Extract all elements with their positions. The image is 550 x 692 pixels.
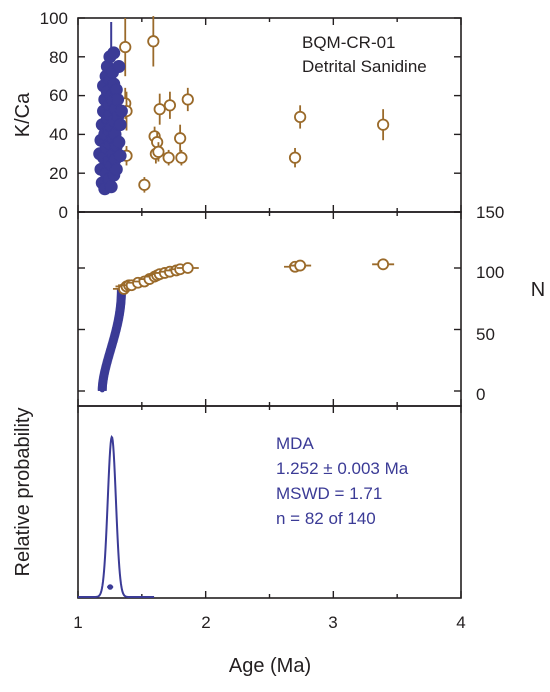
middle-accepted-points xyxy=(97,287,126,393)
xtick-label: 1 xyxy=(73,613,82,632)
middle-ytick-label: 50 xyxy=(476,325,495,344)
xtick-label: 3 xyxy=(328,613,337,632)
top-accepted-points xyxy=(93,22,128,196)
rejected-point xyxy=(377,118,390,131)
middle-ytick-label: 0 xyxy=(476,385,485,404)
rejected-point xyxy=(175,151,188,164)
probability-peak xyxy=(78,434,155,598)
accepted-point xyxy=(107,46,121,60)
xlabel: Age (Ma) xyxy=(229,655,311,677)
cumulative-rejected-point xyxy=(294,259,307,272)
accepted-point xyxy=(111,92,125,106)
rejected-point xyxy=(294,110,307,124)
probability-curve xyxy=(78,434,155,598)
rejected-point xyxy=(147,35,160,48)
rejected-point xyxy=(119,40,132,54)
rejected-point xyxy=(153,103,166,116)
rejected-point xyxy=(152,145,165,158)
xtick-label: 4 xyxy=(456,613,465,632)
middle-ytick-label: 100 xyxy=(476,263,504,282)
middle-ylabel: N xyxy=(531,279,545,301)
top-ytick-label: 80 xyxy=(49,48,68,67)
rejected-point xyxy=(181,93,194,106)
accepted-point xyxy=(109,162,123,176)
accepted-point xyxy=(112,60,126,73)
accepted-point xyxy=(114,104,128,118)
xtick-label: 2 xyxy=(201,613,210,632)
mda-age: 1.252 ± 0.003 Ma xyxy=(276,459,409,478)
top-ytick-label: 0 xyxy=(59,203,68,222)
rejected-point xyxy=(288,151,302,164)
top-ytick-label: 20 xyxy=(49,164,68,183)
rejected-point xyxy=(151,136,164,149)
bottom-panel-frame xyxy=(77,405,462,599)
mda-marker xyxy=(107,584,113,590)
accepted-point xyxy=(104,180,118,194)
cumulative-rejected-point xyxy=(377,258,390,271)
accepted-point xyxy=(113,118,127,132)
top-ytick-label: 60 xyxy=(49,86,68,105)
top-panel-frame xyxy=(77,17,462,213)
middle-rejected-points xyxy=(112,258,395,295)
top-ytick-label: 100 xyxy=(40,9,68,28)
rejected-point xyxy=(174,132,187,145)
middle-panel-frame xyxy=(77,211,462,407)
mda-label: MDA xyxy=(276,434,314,453)
bottom-ylabel: Relative probability xyxy=(12,408,34,577)
rejected-point xyxy=(163,99,177,112)
sample-name: BQM-CR-01 xyxy=(302,33,396,52)
accepted-point xyxy=(112,135,126,149)
accepted-point xyxy=(113,149,127,163)
rejected-point xyxy=(138,178,151,191)
rejected-point xyxy=(162,151,175,164)
axis-ticks xyxy=(77,17,462,598)
top-ytick-label: 40 xyxy=(49,125,68,144)
sample-material: Detrital Sanidine xyxy=(302,57,427,76)
middle-ytick-label: 150 xyxy=(476,203,504,222)
cumulative-rejected-point xyxy=(181,262,194,274)
mda-n: n = 82 of 140 xyxy=(276,509,376,528)
top-ylabel: K/Ca xyxy=(12,92,34,137)
mda-mswd: MSWD = 1.71 xyxy=(276,484,382,503)
